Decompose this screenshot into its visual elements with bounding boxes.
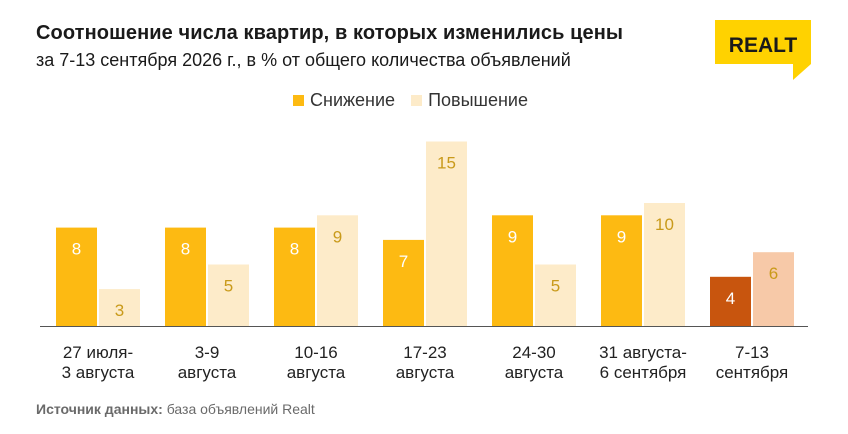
bar-decrease-1 [165, 227, 206, 326]
legend-swatch-decrease [293, 95, 304, 106]
data-label-increase-2: 9 [333, 227, 342, 246]
bar-decrease-6 [710, 276, 751, 326]
bar-increase-1 [208, 264, 249, 326]
x-tick-label-3-1: августа [396, 363, 455, 382]
x-tick-label-1-1: августа [178, 363, 237, 382]
logo-text: REALT [729, 34, 798, 57]
bar-increase-6 [753, 252, 794, 326]
x-tick-label-4-1: августа [505, 363, 564, 382]
bar-increase-2 [317, 215, 358, 326]
data-label-increase-1: 5 [224, 277, 233, 296]
bar-decrease-3 [383, 239, 424, 326]
x-tick-label-0-1: 3 августа [62, 363, 135, 382]
bar-decrease-4 [492, 215, 533, 326]
x-tick-label-4-0: 24-30 [512, 343, 555, 362]
chart-title: Соотношение числа квартир, в которых изм… [36, 22, 624, 44]
legend-label-increase: Повышение [428, 90, 528, 110]
bar-decrease-5 [601, 215, 642, 326]
x-tick-label-1-0: 3-9 [195, 343, 220, 362]
x-tick-label-2-0: 10-16 [294, 343, 337, 362]
x-tick-label-5-0: 31 августа- [599, 343, 687, 362]
realt-logo: REALT [715, 20, 811, 80]
data-label-decrease-5: 9 [617, 227, 626, 246]
data-label-increase-5: 10 [655, 215, 674, 234]
data-label-decrease-2: 8 [290, 240, 299, 259]
bar-decrease-2 [274, 227, 315, 326]
source-note: Источник данных: база объявлений Realt [36, 401, 315, 417]
logo-badge [715, 20, 811, 80]
bar-increase-3 [426, 141, 467, 326]
source-label: Источник данных: [36, 401, 163, 417]
x-tick-label-3-0: 17-23 [403, 343, 446, 362]
data-label-decrease-3: 7 [399, 252, 408, 271]
data-label-increase-3: 15 [437, 154, 456, 173]
bar-decrease-0 [56, 227, 97, 326]
data-label-decrease-0: 8 [72, 240, 81, 259]
legend-item-increase: Повышение [411, 90, 528, 111]
legend-swatch-increase [411, 95, 423, 106]
legend-item-decrease: Снижение [293, 90, 395, 111]
x-tick-label-5-1: 6 сентября [600, 363, 687, 382]
x-tick-label-0-0: 27 июля- [63, 343, 133, 362]
bar-increase-4 [535, 264, 576, 326]
data-label-decrease-1: 8 [181, 240, 190, 259]
x-tick-label-6-1: сентября [716, 363, 789, 382]
chart-legend: Снижение Повышение [293, 90, 528, 111]
data-label-increase-6: 6 [769, 264, 778, 283]
bar-increase-5 [644, 203, 685, 326]
data-label-increase-0: 3 [115, 301, 124, 320]
data-label-increase-4: 5 [551, 277, 560, 296]
chart-subtitle: за 7-13 сентября 2026 г., в % от общего … [36, 50, 571, 70]
x-tick-label-6-0: 7-13 [735, 343, 769, 362]
x-tick-label-2-1: августа [287, 363, 346, 382]
bar-increase-0 [99, 289, 140, 326]
data-label-decrease-6: 4 [726, 289, 735, 308]
legend-label-decrease: Снижение [310, 90, 396, 110]
source-text: база объявлений Realt [166, 401, 315, 417]
data-label-decrease-4: 9 [508, 227, 517, 246]
